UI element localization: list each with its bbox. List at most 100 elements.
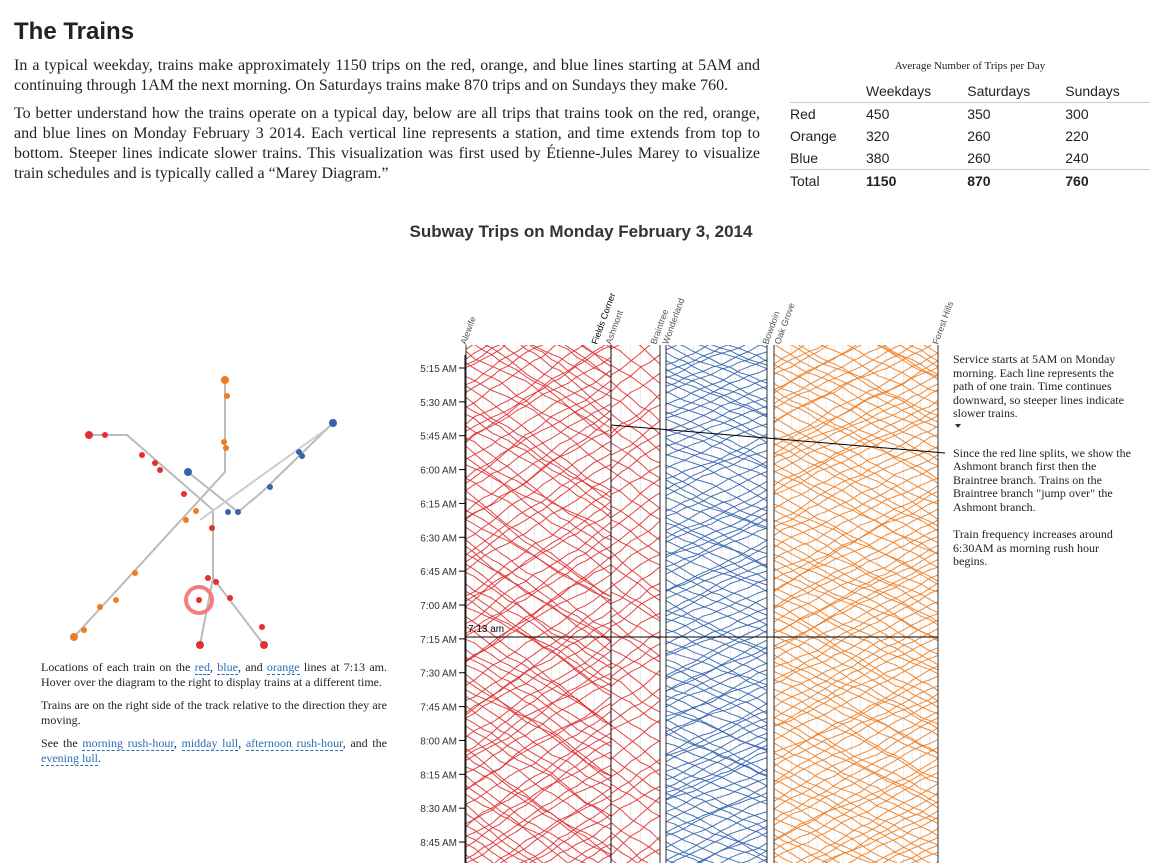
col-header: Saturdays [967, 80, 1066, 103]
trip-line [625, 836, 661, 863]
trip-line [773, 551, 938, 634]
trip-line [610, 612, 661, 648]
trip-line [466, 672, 612, 757]
trip-line [665, 345, 729, 372]
trip-line [797, 345, 938, 416]
link[interactable]: morning rush-hour [82, 736, 174, 751]
trip-line [665, 732, 768, 776]
trip-line [611, 263, 660, 298]
trip-line [665, 773, 768, 822]
trip-line [502, 345, 612, 422]
trip-line [665, 418, 768, 468]
trip-line [665, 471, 768, 517]
trip-line [665, 609, 768, 655]
trip-line [610, 354, 661, 393]
trip-line [711, 345, 768, 366]
trip-line [665, 442, 768, 490]
trip-line [466, 751, 612, 837]
trip-line [773, 834, 829, 863]
trip-line [466, 590, 612, 687]
trip-line [466, 413, 612, 512]
trip-line [882, 837, 938, 863]
trip-line [773, 383, 938, 465]
trip-line [610, 631, 661, 670]
trip-line [610, 345, 651, 376]
trip-line [773, 545, 938, 634]
trip-line [665, 540, 768, 586]
trip-line [466, 345, 544, 393]
link[interactable]: midday lull [181, 736, 239, 751]
link[interactable]: orange [266, 660, 300, 675]
trip-line [610, 768, 661, 803]
trip-line [466, 621, 612, 714]
trip-line [773, 617, 938, 708]
trip-line [610, 507, 661, 547]
trip-line [610, 662, 661, 701]
trip-line [466, 572, 612, 669]
trip-line [466, 563, 612, 663]
trip-line [665, 443, 768, 491]
trip-line [665, 685, 768, 733]
trip-line [727, 345, 768, 362]
trip-line [773, 508, 938, 592]
trip-line [665, 579, 768, 624]
link[interactable]: red [194, 660, 210, 675]
trip-line [773, 425, 938, 510]
trip-line [610, 372, 661, 408]
trip-line [665, 792, 768, 838]
trip-line [610, 426, 661, 464]
trip-line [773, 779, 931, 863]
trip-line [610, 619, 661, 657]
trip-line [773, 765, 938, 851]
link[interactable]: afternoon rush-hour [245, 736, 343, 751]
trip-line [466, 680, 612, 777]
trip-line [773, 416, 938, 505]
link[interactable]: blue [217, 660, 238, 675]
trip-line [773, 538, 938, 623]
trip-line [824, 801, 938, 863]
cursor-label: 7:13 am [468, 624, 504, 635]
trip-line [665, 345, 762, 387]
trip-line [665, 405, 768, 447]
trip-line [665, 812, 768, 859]
trip-line [665, 412, 768, 456]
trip-line [665, 799, 768, 849]
trip-line [466, 345, 490, 360]
trip-line [773, 589, 938, 681]
trip-line [665, 550, 768, 593]
trip-line [665, 802, 768, 852]
time-label: 6:00 AM [420, 466, 457, 477]
trip-line [665, 486, 768, 528]
trip-line [773, 693, 938, 783]
trip-line [774, 263, 938, 341]
trip-line [466, 721, 612, 827]
trip-line [610, 700, 661, 731]
trip-line [580, 345, 612, 363]
trip-line [466, 825, 529, 863]
trip-line [773, 366, 938, 455]
trip-line [773, 345, 825, 370]
table-cell: 300 [1065, 106, 1089, 122]
table-cell: 320 [866, 128, 890, 144]
link[interactable]: evening lull [41, 751, 98, 766]
trip-line [610, 591, 661, 622]
trip-line [773, 567, 938, 655]
trip-line [529, 345, 612, 398]
time-label: 8:00 AM [420, 736, 457, 747]
trip-line [665, 768, 768, 813]
trip-line [466, 345, 557, 408]
trip-line [610, 844, 638, 863]
trip-line [773, 758, 938, 841]
trip-line [847, 816, 938, 863]
trip-line [466, 489, 612, 597]
station-label: Forest Hills [930, 300, 955, 346]
trip-line [466, 345, 585, 425]
trip-line [665, 628, 768, 676]
trip-line [666, 250, 767, 288]
trip-line [610, 470, 661, 509]
trip-line [773, 828, 841, 863]
trip-line [466, 764, 612, 860]
diagram-title: Subway Trips on Monday February 3, 2014 [410, 222, 753, 241]
trip-line [466, 657, 612, 747]
